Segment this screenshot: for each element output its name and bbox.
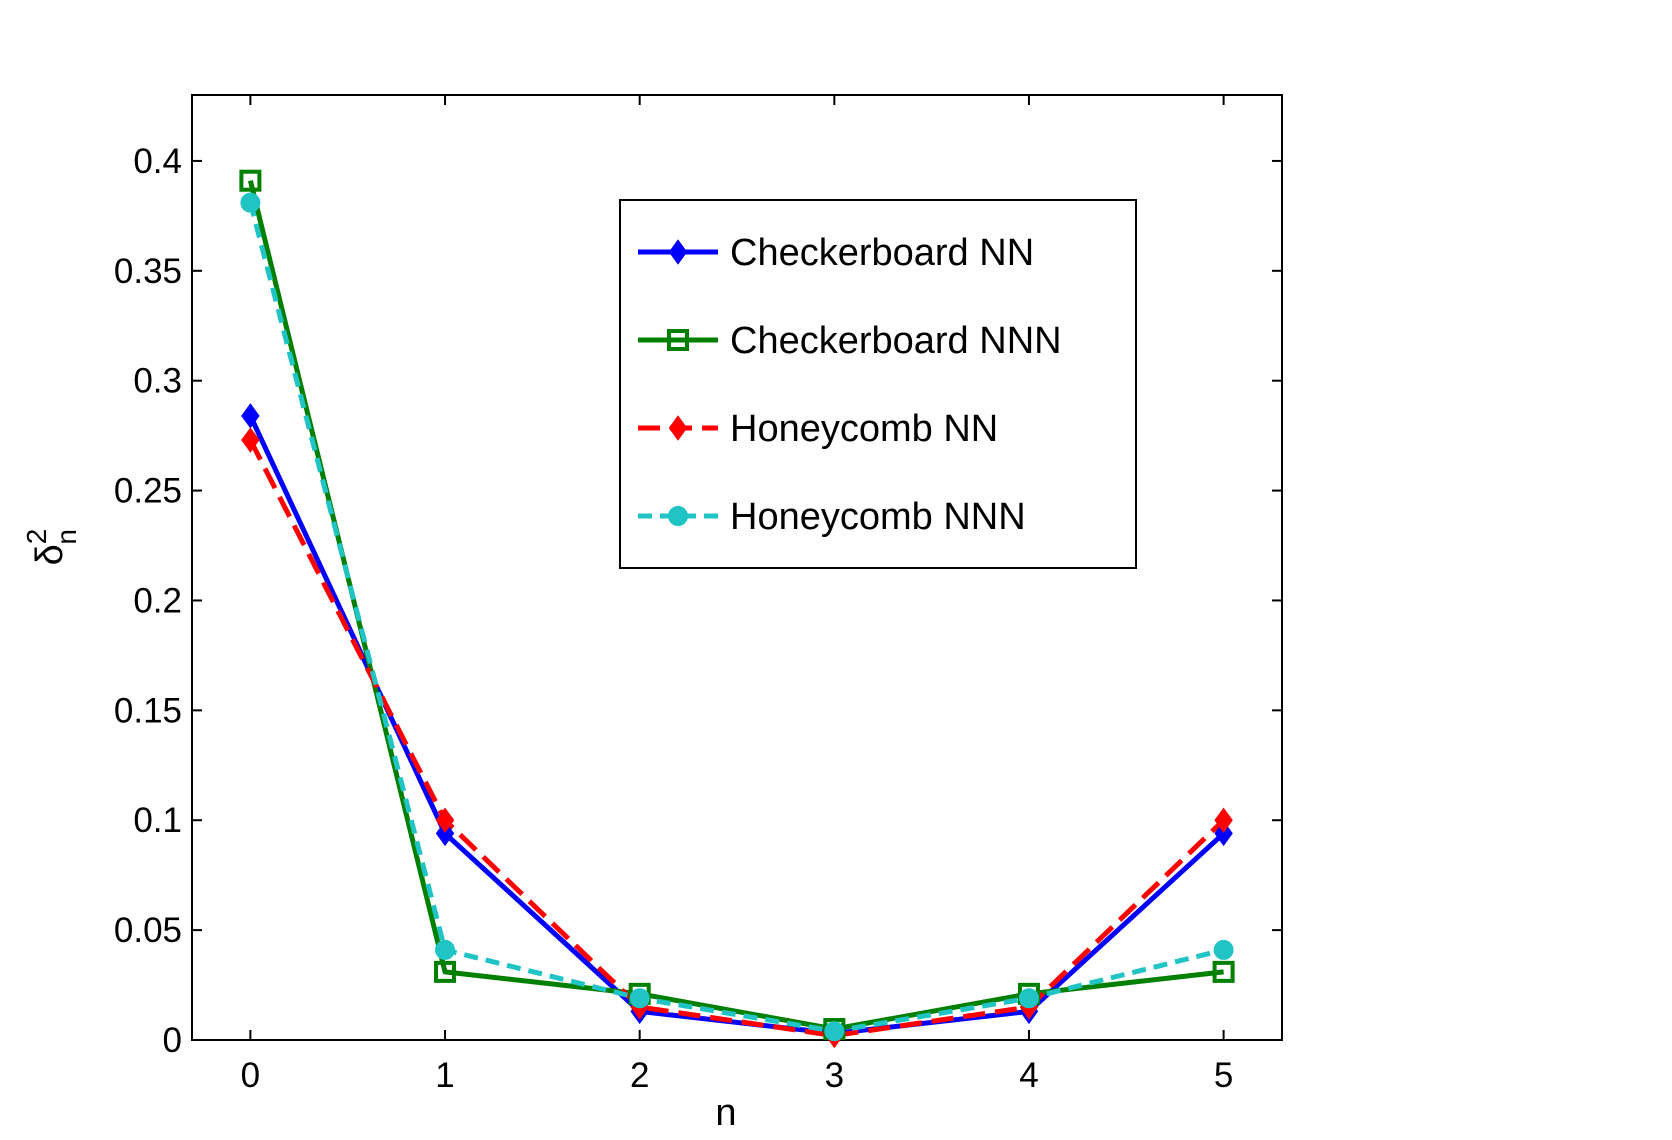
data-point — [1214, 807, 1233, 833]
series-line-3 — [247, 202, 1225, 1034]
legend-label: Checkerboard NNN — [730, 320, 1062, 362]
x-tick-label: 5 — [1214, 1056, 1233, 1095]
axis-ticks: 0 1 2 3 4 5 0 0.05 0.1 0.15 0.2 0.25 0.3 0.35 0.4 — [114, 95, 1282, 1095]
y-axis-title-symbol: δ — [29, 544, 71, 565]
data-point — [239, 169, 262, 192]
y-tick-label: 0.15 — [114, 691, 182, 730]
y-tick-label: 0.35 — [114, 252, 182, 291]
legend-marker — [668, 239, 688, 265]
legend-marker — [668, 506, 688, 526]
y-tick-label: 0.1 — [133, 801, 182, 840]
x-tick-label: 1 — [435, 1056, 454, 1095]
series-lines — [247, 180, 1226, 1039]
legend-marker — [668, 415, 688, 441]
data-point — [1213, 939, 1234, 960]
series-line-0 — [248, 414, 1226, 1036]
data-point — [629, 988, 650, 1009]
y-tick-label: 0 — [163, 1021, 182, 1060]
x-axis-title: n — [715, 1092, 736, 1134]
x-tick-label: 0 — [241, 1056, 260, 1095]
data-point — [240, 192, 261, 213]
data-point — [435, 939, 456, 960]
y-tick-label: 0.05 — [114, 911, 182, 950]
series-markers — [239, 169, 1235, 1049]
y-tick-label: 0.25 — [114, 472, 182, 511]
series-line-2 — [248, 438, 1226, 1039]
legend: Checkerboard NN Checkerboard NNN Honeycomb… — [619, 199, 1137, 569]
legend-label: Checkerboard NN — [730, 232, 1034, 274]
y-tick-label: 0.4 — [133, 142, 182, 181]
y-tick-label: 0.2 — [133, 581, 182, 620]
data-point — [824, 1021, 845, 1042]
y-axis-title-subscript: n — [51, 529, 82, 545]
y-tick-label: 0.3 — [133, 362, 182, 401]
data-point — [1018, 988, 1039, 1009]
data-point — [1214, 820, 1233, 847]
data-point — [434, 960, 457, 983]
data-point — [435, 820, 455, 847]
legend-box — [619, 199, 1137, 569]
y-axis-title-superscript: 2 — [21, 529, 52, 545]
data-point — [241, 403, 260, 429]
legend-marker — [667, 329, 689, 351]
data-point — [241, 427, 260, 453]
x-tick-label: 4 — [1019, 1056, 1038, 1095]
y-axis-title: δ2n — [21, 529, 82, 566]
legend-label: Honeycomb NNN — [730, 496, 1026, 538]
x-tick-label: 2 — [630, 1056, 649, 1095]
series-line-1 — [247, 180, 1224, 1032]
legend-label: Honeycomb NN — [730, 408, 998, 450]
svg-text:δ2n: δ2n — [21, 529, 82, 566]
data-point — [1212, 960, 1235, 983]
x-tick-label: 3 — [825, 1056, 844, 1095]
data-point — [435, 807, 455, 833]
